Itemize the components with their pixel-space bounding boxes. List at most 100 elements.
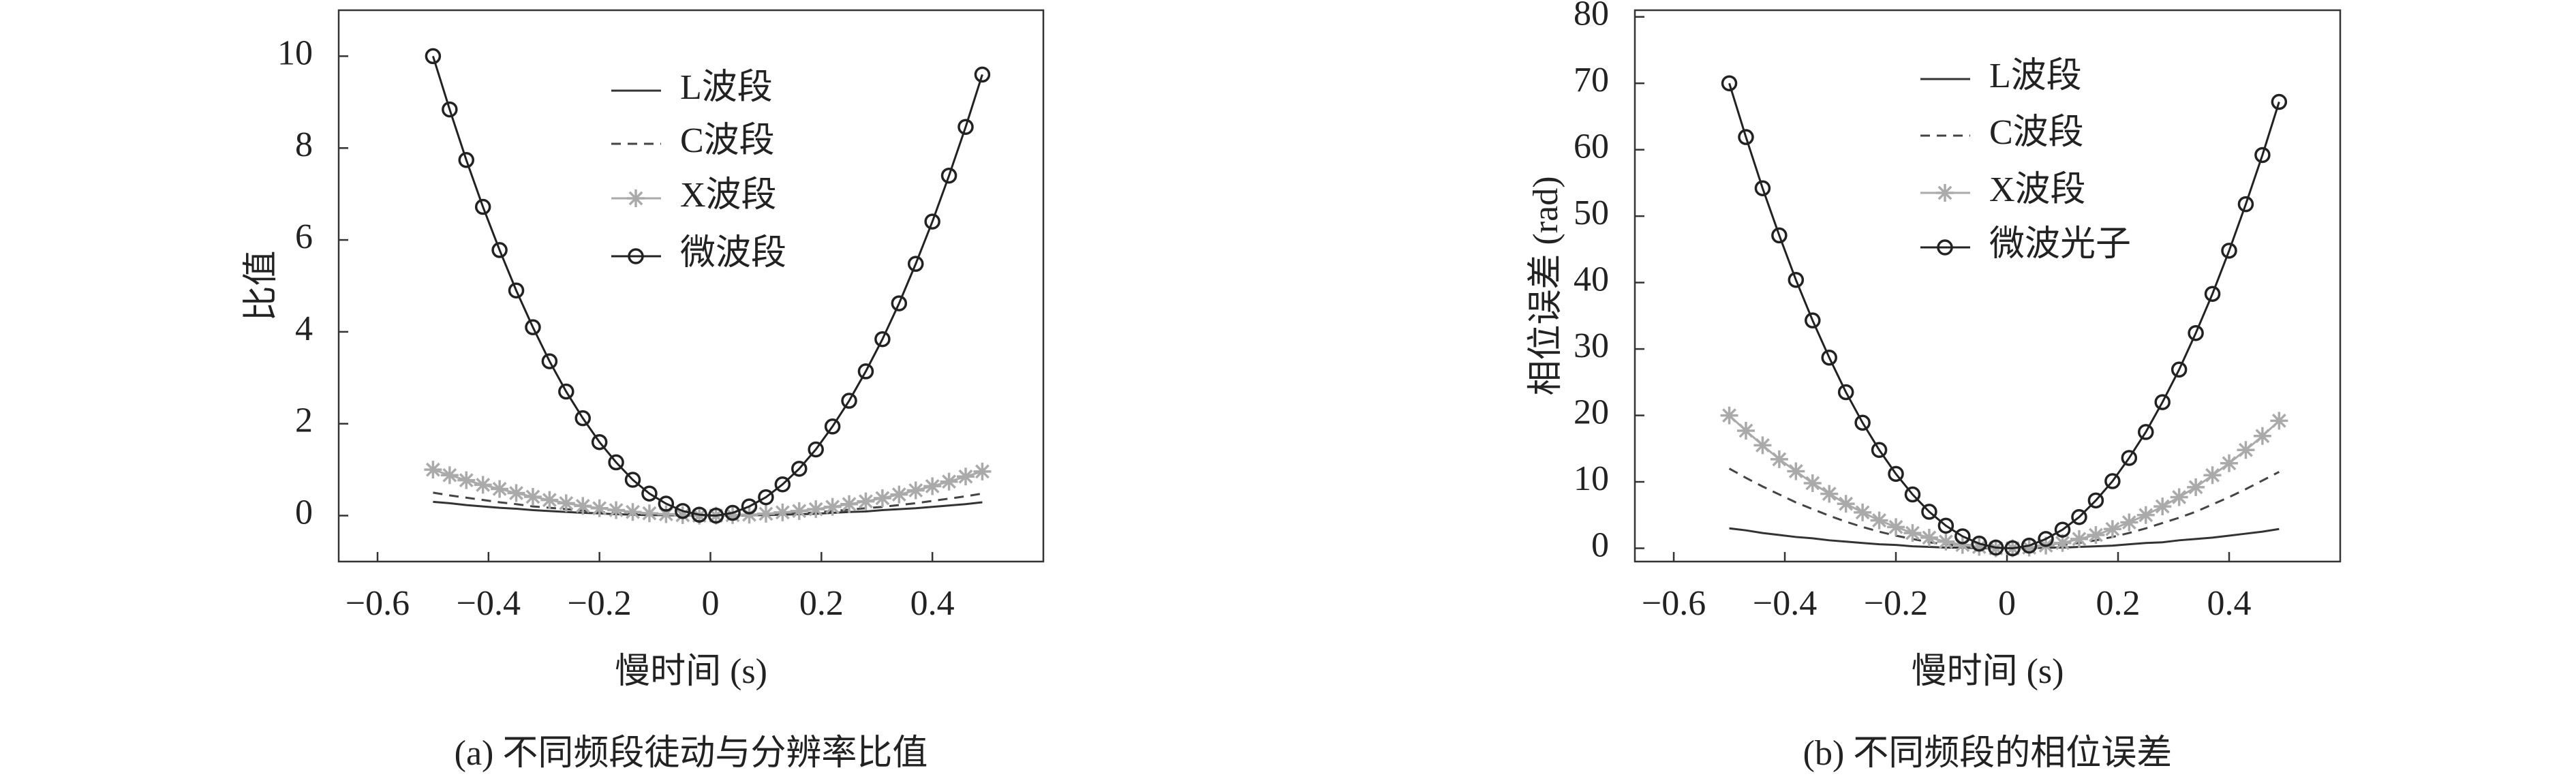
marker bbox=[2170, 488, 2188, 506]
y-tick-label: 6 bbox=[295, 217, 313, 256]
marker bbox=[440, 466, 459, 485]
marker bbox=[1971, 535, 1988, 552]
marker bbox=[1954, 528, 1971, 545]
marker bbox=[2021, 537, 2038, 554]
y-tick-label: 0 bbox=[295, 493, 313, 532]
marker bbox=[640, 504, 658, 523]
marker bbox=[2053, 534, 2072, 552]
marker bbox=[2087, 492, 2104, 509]
marker bbox=[1871, 442, 1888, 459]
marker bbox=[1738, 129, 1754, 145]
marker bbox=[1788, 271, 1805, 288]
marker bbox=[891, 295, 908, 311]
marker bbox=[2188, 324, 2204, 341]
x-tick-label: −0.2 bbox=[1864, 584, 1928, 623]
marker bbox=[508, 282, 525, 298]
marker bbox=[1770, 450, 1788, 468]
x-axis-label: 慢时间 (s) bbox=[1912, 652, 2064, 691]
marker bbox=[874, 331, 891, 348]
marker bbox=[724, 506, 742, 524]
y-axis-label: 相位误差 (rad) bbox=[1527, 176, 1565, 395]
marker bbox=[540, 491, 559, 509]
marker bbox=[957, 119, 974, 135]
y-tick-label: 4 bbox=[295, 309, 313, 348]
marker bbox=[1771, 227, 1788, 244]
x-tick-label: −0.6 bbox=[346, 584, 410, 623]
marker bbox=[491, 242, 508, 258]
y-tick-label: 50 bbox=[1574, 194, 1609, 232]
y-tick-label: 10 bbox=[277, 33, 313, 72]
plot-frame bbox=[337, 9, 1045, 563]
marker bbox=[474, 198, 491, 215]
x-tick-label: 0 bbox=[701, 584, 719, 623]
x-tick-label: 0 bbox=[1998, 584, 2016, 623]
marker bbox=[574, 410, 591, 427]
marker bbox=[840, 495, 859, 513]
y-tick-label: 8 bbox=[295, 125, 313, 164]
marker bbox=[2254, 147, 2271, 164]
legend-marker bbox=[1937, 239, 1953, 256]
series-line bbox=[1728, 468, 2280, 550]
marker bbox=[607, 501, 626, 519]
marker bbox=[758, 489, 774, 506]
x-tick-label: −0.4 bbox=[457, 584, 521, 623]
marker bbox=[574, 497, 592, 515]
marker bbox=[2171, 361, 2188, 378]
marker bbox=[2138, 424, 2154, 440]
marker bbox=[491, 480, 509, 498]
marker bbox=[1754, 180, 1771, 196]
marker bbox=[1854, 503, 1872, 521]
marker bbox=[857, 492, 875, 510]
x-tick-label: 0.2 bbox=[799, 584, 844, 623]
marker bbox=[2237, 196, 2254, 213]
marker bbox=[1753, 436, 1772, 455]
legend-label: C波段 bbox=[680, 121, 775, 160]
marker bbox=[808, 441, 824, 458]
x-axis-label: 慢时间 (s) bbox=[615, 652, 767, 691]
marker bbox=[1987, 539, 2004, 556]
marker bbox=[740, 506, 758, 524]
marker bbox=[2120, 513, 2138, 532]
marker bbox=[1870, 511, 1888, 530]
series-line bbox=[433, 491, 983, 517]
marker bbox=[657, 505, 675, 523]
marker bbox=[1805, 312, 1821, 328]
marker bbox=[2220, 454, 2239, 472]
x-tick-label: −0.6 bbox=[1642, 584, 1706, 623]
marker bbox=[1937, 517, 1954, 534]
series-line bbox=[431, 55, 983, 517]
marker bbox=[1787, 462, 1805, 480]
y-tick-label: 10 bbox=[1574, 459, 1609, 498]
marker bbox=[1970, 538, 1989, 556]
marker bbox=[973, 462, 992, 480]
legend-marker bbox=[628, 248, 644, 264]
legend-label: X波段 bbox=[1989, 170, 2086, 209]
marker bbox=[790, 502, 808, 520]
marker bbox=[1837, 384, 1854, 401]
legend-label: L波段 bbox=[680, 68, 773, 107]
marker bbox=[474, 476, 492, 494]
y-axis-label: 比值 bbox=[242, 250, 281, 321]
y-tick-label: 60 bbox=[1574, 127, 1609, 166]
marker bbox=[507, 484, 525, 502]
marker bbox=[2237, 441, 2255, 459]
marker bbox=[923, 477, 942, 495]
marker bbox=[1821, 350, 1837, 366]
y-tick-label: 80 bbox=[1574, 0, 1609, 33]
marker bbox=[2070, 530, 2088, 548]
marker bbox=[1854, 414, 1871, 431]
marker bbox=[624, 472, 641, 488]
legend-label: L波段 bbox=[1989, 57, 2082, 95]
series-line bbox=[1728, 82, 2280, 550]
marker bbox=[558, 383, 574, 400]
marker bbox=[457, 471, 476, 489]
marker bbox=[957, 468, 975, 486]
x-tick-label: 0.2 bbox=[2096, 584, 2141, 623]
marker bbox=[557, 494, 575, 512]
marker bbox=[1721, 75, 1738, 91]
marker bbox=[791, 461, 808, 477]
legend-label: 微波光子 bbox=[1989, 225, 2131, 264]
marker bbox=[2038, 531, 2054, 547]
marker bbox=[2121, 450, 2138, 466]
